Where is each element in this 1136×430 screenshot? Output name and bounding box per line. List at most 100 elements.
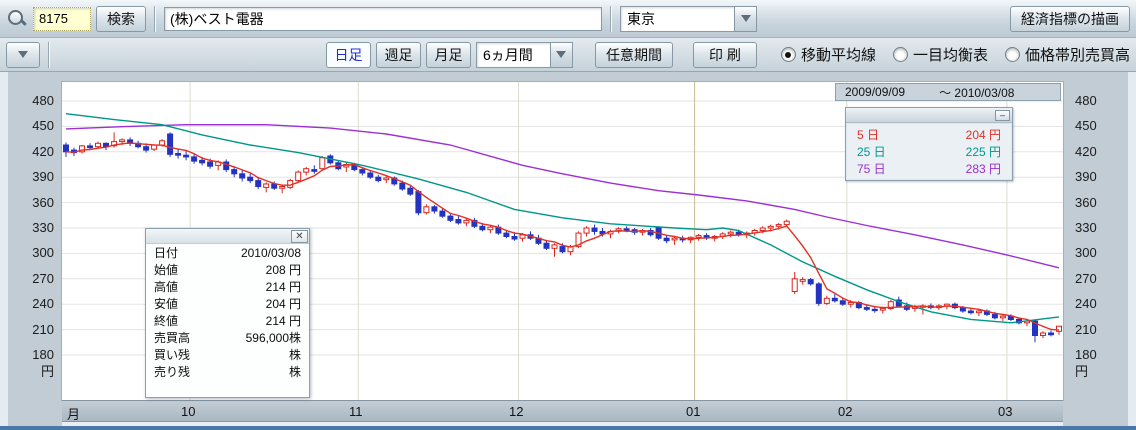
stock-code-input[interactable]	[33, 6, 91, 31]
y-axis-unit-label: 円	[1075, 364, 1089, 379]
data-window-row: 売買高 596,000株	[146, 329, 309, 346]
data-window-rows: 日付 2010/03/08 始値 208 円高値 214 円安値 204 円終値 214 円…	[146, 244, 309, 380]
radio-button-icon	[1004, 47, 1020, 62]
range-select[interactable]: 6ヵ月間	[475, 41, 573, 68]
y-axis-tick-label: 450	[32, 118, 54, 133]
data-label: 日付	[154, 246, 179, 260]
legend-row: 75 日 283 円	[847, 160, 1011, 177]
y-axis-tick-label: 330	[1075, 220, 1097, 235]
radio-moving-average[interactable]: 移動平均線	[780, 44, 876, 65]
date-range-box: 2009/09/09 ～ 2010/03/08	[835, 83, 1061, 101]
print-button[interactable]: 印 刷	[692, 41, 757, 68]
date-range-from: 2009/09/09	[845, 85, 906, 99]
chart-panel: 480 450 420 390 360 330 300 270 240 210 180 円 480 45…	[0, 72, 1136, 426]
legend-rows: 5 日 204 円 25 日 225 円 75 日 283 円	[847, 124, 1011, 179]
radio-button-icon	[892, 47, 908, 62]
legend-label: 5 日	[857, 128, 880, 142]
legend-label: 25 日	[857, 145, 886, 159]
data-window-row: 日付 2010/03/08	[146, 244, 309, 261]
legend-row: 5 日 204 円	[847, 126, 1011, 143]
window-bottom-frame	[0, 426, 1136, 430]
chevron-down-icon	[740, 15, 751, 22]
data-value: 208 円	[265, 263, 301, 277]
x-axis-month-label: 11	[349, 404, 363, 419]
exchange-select-arrow[interactable]	[734, 5, 757, 32]
y-axis-tick-label: 270	[32, 271, 54, 286]
y-axis-unit-label: 円	[40, 364, 54, 379]
data-window-titlebar[interactable]: ✕	[146, 229, 309, 244]
x-axis-month-label: 12	[509, 404, 524, 419]
data-window-row: 始値 208 円	[146, 261, 309, 278]
exchange-select[interactable]: 東京	[620, 5, 757, 32]
y-axis-tick-label: 360	[32, 195, 54, 210]
legend-row: 25 日 225 円	[847, 143, 1011, 160]
toolbar-search: 検索 東京 経済指標の描画	[0, 0, 1136, 38]
stock-name-input[interactable]	[164, 6, 602, 31]
data-label: 始値	[154, 263, 179, 277]
data-label: 売買高	[154, 331, 191, 345]
toolbar-separator	[48, 41, 50, 68]
data-label: 売り残	[154, 365, 191, 379]
chevron-down-icon	[556, 51, 567, 58]
x-axis-month-label: 01	[686, 404, 701, 419]
date-range-to: ～ 2010/03/08	[939, 85, 1015, 100]
legend-value: 283 円	[965, 162, 1001, 176]
toolbar-separator	[154, 5, 156, 32]
data-window-row: 売り残 株	[146, 363, 309, 380]
y-axis-tick-label: 180	[32, 347, 54, 362]
x-axis-month-strip: 月 10 11 12 01 02 03	[62, 400, 1063, 422]
y-axis-tick-label: 300	[32, 245, 54, 260]
data-window-row: 買い残 株	[146, 346, 309, 363]
ma-legend-window[interactable]: – 5 日 204 円 25 日 225 円 75 日 283 円	[845, 107, 1013, 181]
y-axis-tick-label: 270	[1075, 271, 1097, 286]
radio-ichimoku[interactable]: 一目均衡表	[892, 44, 988, 65]
data-value: 214 円	[265, 314, 301, 328]
exchange-select-value: 東京	[620, 5, 734, 32]
y-axis-tick-label: 210	[32, 322, 54, 337]
y-axis-tick-label: 420	[1075, 144, 1097, 159]
legend-value: 204 円	[965, 128, 1001, 142]
y-axis-tick-label: 480	[1075, 93, 1097, 108]
data-value: 2010/03/08	[240, 245, 301, 260]
economic-indicator-button[interactable]: 経済指標の描画	[1010, 5, 1130, 32]
x-axis-month-label: 02	[838, 404, 853, 419]
data-value: 株	[288, 365, 301, 379]
tab-monthly[interactable]: 月足	[425, 41, 471, 68]
data-value: 596,000株	[245, 331, 301, 345]
data-value: 株	[288, 348, 301, 362]
y-axis-tick-label: 210	[1075, 322, 1097, 337]
y-axis-tick-label: 390	[1075, 169, 1097, 184]
range-select-arrow[interactable]	[549, 41, 573, 68]
tab-daily[interactable]: 日足	[325, 41, 371, 68]
x-axis-month-label: 03	[998, 404, 1013, 419]
radio-label: 移動平均線	[800, 47, 876, 64]
data-label: 高値	[154, 280, 179, 294]
legend-value: 225 円	[965, 145, 1001, 159]
radio-label: 価格帯別売買高	[1024, 47, 1130, 64]
data-value: 204 円	[265, 297, 301, 311]
x-axis-month-label: 10	[181, 404, 196, 419]
y-axis-tick-label: 240	[32, 296, 54, 311]
radio-label: 一目均衡表	[912, 47, 988, 64]
search-button[interactable]: 検索	[96, 5, 146, 32]
search-icon	[6, 8, 28, 30]
chevron-down-icon	[18, 51, 28, 58]
data-label: 安値	[154, 297, 179, 311]
custom-period-button[interactable]: 任意期間	[594, 41, 673, 68]
y-axis-tick-label: 330	[32, 220, 54, 235]
data-label: 買い残	[154, 348, 191, 362]
legend-titlebar[interactable]: –	[846, 108, 1012, 123]
x-axis-month-unit-label: 月	[67, 407, 81, 422]
y-axis-tick-label: 240	[1075, 296, 1097, 311]
data-window-row: 高値 214 円	[146, 278, 309, 295]
y-axis-tick-label: 450	[1075, 118, 1097, 133]
radio-volume-by-price[interactable]: 価格帯別売買高	[1004, 44, 1130, 65]
y-axis-tick-label: 180	[1075, 347, 1097, 362]
y-axis-tick-label: 300	[1075, 245, 1097, 260]
data-window-row: 安値 204 円	[146, 295, 309, 312]
minimize-icon[interactable]: –	[995, 109, 1010, 121]
tab-weekly[interactable]: 週足	[375, 41, 421, 68]
close-icon[interactable]: ✕	[291, 229, 308, 243]
chart-menu-dropdown-button[interactable]	[6, 41, 40, 68]
ohlc-data-window[interactable]: ✕ 日付 2010/03/08 始値 208 円高値 214 円安値 204 円終値 214…	[145, 228, 310, 398]
